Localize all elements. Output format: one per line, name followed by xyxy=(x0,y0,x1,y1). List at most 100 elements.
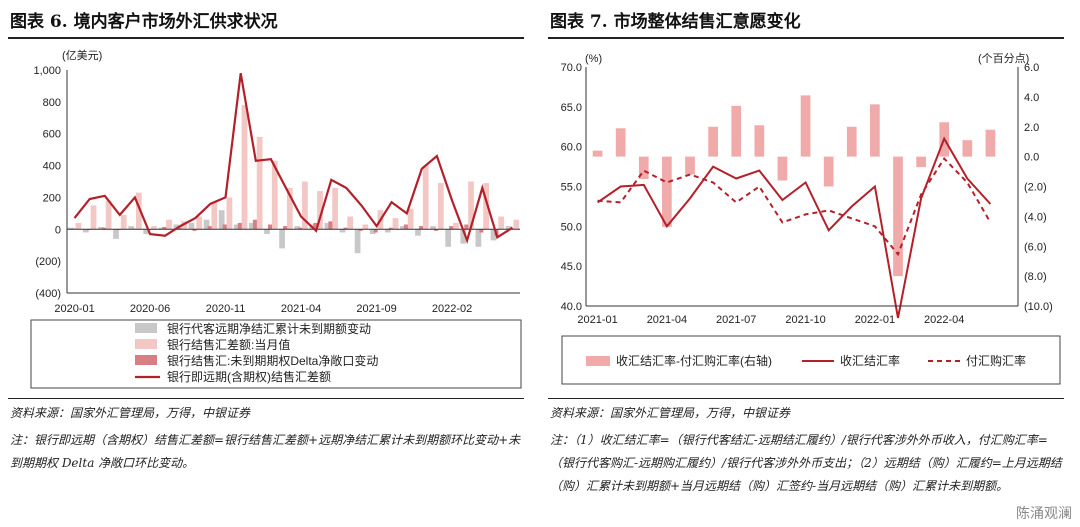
bar-monthly-balance xyxy=(317,191,323,230)
watermark: 陈涌观澜 xyxy=(1016,506,1072,522)
right-bottom-rule xyxy=(548,398,1064,399)
bar-rate-difference xyxy=(777,156,788,181)
legend-label: 付汇购汇率 xyxy=(966,353,1026,368)
bar-delta-change xyxy=(252,219,257,230)
bar-rate-difference xyxy=(592,150,603,157)
bar-delta-change xyxy=(479,229,484,233)
bar-forward-change xyxy=(218,210,225,230)
bar-rate-difference xyxy=(731,105,742,157)
bar-rate-difference xyxy=(985,129,996,157)
bar-forward-change xyxy=(143,229,150,235)
bar-monthly-balance xyxy=(151,226,157,230)
y-right-tick-label: 6.0 xyxy=(1024,62,1039,74)
bar-forward-change xyxy=(400,226,406,230)
legend-swatch xyxy=(135,323,157,333)
bar-forward-change xyxy=(505,226,512,230)
bar-delta-change xyxy=(192,229,197,231)
bar-forward-change xyxy=(384,229,391,233)
bar-forward-change xyxy=(415,229,421,236)
left-bottom-rule xyxy=(8,398,524,399)
bar-forward-change xyxy=(249,222,255,230)
bar-forward-change xyxy=(339,229,346,233)
bar-monthly-balance xyxy=(437,183,444,230)
bar-forward-change xyxy=(294,226,301,230)
bar-rate-difference xyxy=(708,126,718,157)
bar-forward-change xyxy=(98,226,104,230)
y-right-tick-label: (2.0) xyxy=(1024,182,1047,194)
left-chart: (亿美元)1,000 800 600 400 200 0 (200) (400) 2020-01… xyxy=(30,49,522,389)
bar-monthly-balance xyxy=(347,216,354,230)
bar-monthly-balance xyxy=(211,202,218,230)
bar-delta-change xyxy=(434,229,439,231)
bar-monthly-balance xyxy=(120,214,127,230)
bar-forward-change xyxy=(113,229,119,239)
y-right-tick-label: 4.0 xyxy=(1024,92,1039,104)
x-tick-label: 2022-02 xyxy=(432,303,472,315)
bar-monthly-balance xyxy=(256,136,263,230)
y-left-tick-label: 50.0 xyxy=(561,221,582,233)
y-right-tick-label: (4.0) xyxy=(1024,211,1047,223)
bar-monthly-balance xyxy=(241,105,248,230)
bar-monthly-balance xyxy=(422,165,429,230)
bar-forward-change xyxy=(324,222,331,230)
x-tick-label: 2021-07 xyxy=(716,314,756,326)
bar-forward-change xyxy=(233,224,240,230)
x-tick-label: 2022-04 xyxy=(924,314,964,326)
left-note: 注：银行即远期（含期权）结售汇差额=银行结售汇差额+远期净结汇累计未到期额环比变… xyxy=(10,433,521,470)
bar-rate-difference xyxy=(870,104,880,157)
bar-monthly-balance xyxy=(105,200,112,230)
bar-delta-change xyxy=(283,226,288,230)
bar-rate-difference xyxy=(615,128,626,157)
bar-forward-change xyxy=(203,219,210,230)
bar-monthly-balance xyxy=(271,160,278,230)
legend-label: 银行结售汇:未到期期权Delta净敞口变动 xyxy=(167,353,378,368)
bar-monthly-balance xyxy=(196,216,203,230)
bar-delta-change xyxy=(343,227,348,230)
bar-delta-change xyxy=(237,222,242,230)
left-source: 资料来源：国家外汇管理局，万得，中银证券 xyxy=(10,406,251,420)
bar-delta-change xyxy=(403,224,408,230)
bar-delta-change xyxy=(177,227,182,230)
bar-forward-change xyxy=(475,229,482,247)
y-tick-label: (200) xyxy=(35,256,61,268)
bar-rate-difference xyxy=(685,156,695,175)
right-chart-title: 图表 7. 市场整体结售汇意愿变化 xyxy=(550,12,801,32)
y-left-tick-label: 70.0 xyxy=(561,62,582,74)
bar-monthly-balance xyxy=(226,197,233,230)
y-right-tick-label: (8.0) xyxy=(1024,271,1047,283)
bar-rate-difference xyxy=(754,125,765,157)
bar-rate-difference xyxy=(893,156,903,277)
left-title-rule xyxy=(8,37,524,39)
legend-label: 收汇结汇率-付汇购汇率(右轴) xyxy=(616,353,772,368)
bar-rate-difference xyxy=(662,156,672,227)
bar-delta-change xyxy=(464,224,469,230)
y-tick-label: 600 xyxy=(43,129,61,141)
y-right-tick-label: 0.0 xyxy=(1024,152,1039,164)
bar-monthly-balance xyxy=(302,181,308,230)
y-right-tick-label: (10.0) xyxy=(1024,301,1053,313)
bar-rate-difference xyxy=(800,95,811,157)
bar-rate-difference xyxy=(962,140,973,157)
y-axis-label: (亿美元) xyxy=(62,49,102,62)
x-tick-label: 2021-01 xyxy=(577,314,617,326)
bar-forward-change xyxy=(82,229,89,233)
bar-rate-difference xyxy=(638,156,649,180)
right-note: 注：（1）收汇结汇率=（银行代客结汇-远期结汇履约）/银行代客涉外外币收入，付汇… xyxy=(550,433,1062,493)
bar-delta-change xyxy=(388,227,393,230)
line-settlement-rate xyxy=(597,136,992,319)
left-panel: 图表 6. 境内客户市场外汇供求状况 (亿美元) 1,000 800 600 400 20… xyxy=(8,12,524,470)
y-axis-right-label: (个百分点) xyxy=(978,52,1029,65)
legend-label: 银行结售汇差额:当月值 xyxy=(167,337,290,352)
x-tick-label: 2021-04 xyxy=(647,314,687,326)
bar-monthly-balance xyxy=(392,218,399,230)
x-tick-label: 2021-09 xyxy=(356,303,396,315)
bar-forward-change xyxy=(67,227,74,230)
bar-monthly-balance xyxy=(483,183,489,230)
legend-swatch xyxy=(135,355,157,365)
x-tick-label: 2020-11 xyxy=(206,303,246,315)
bar-delta-change xyxy=(298,227,303,230)
bar-delta-change xyxy=(162,226,167,230)
bar-rate-difference xyxy=(846,126,857,157)
legend-label: 收汇结汇率 xyxy=(840,353,900,368)
bar-monthly-balance xyxy=(166,219,172,230)
